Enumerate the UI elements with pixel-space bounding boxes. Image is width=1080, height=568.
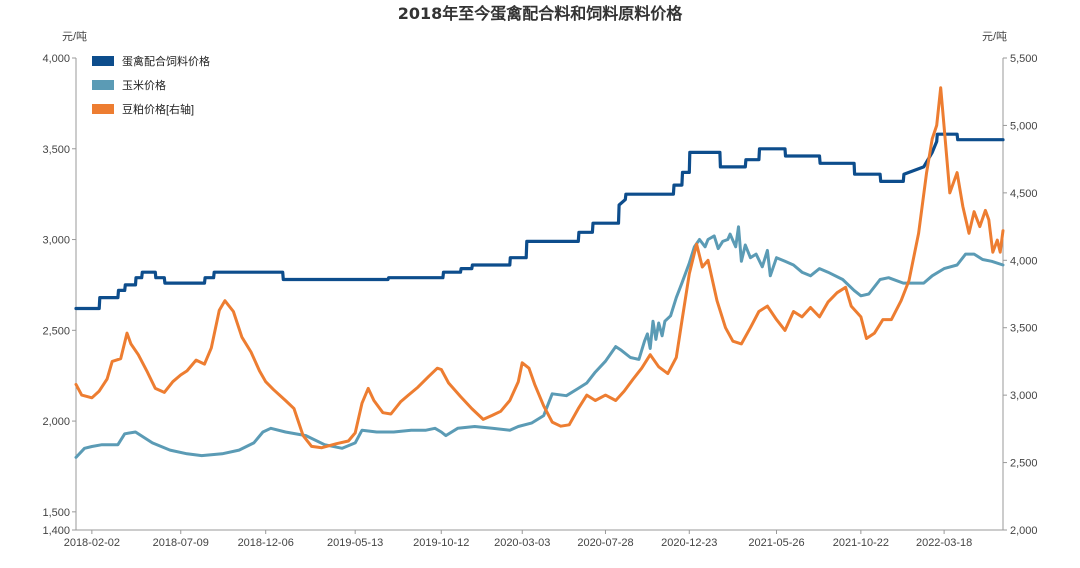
left-tick-label: 1,500: [42, 507, 70, 519]
axes: [75, 58, 1004, 531]
series-lines: [74, 86, 1005, 459]
right-tick-label: 3,000: [1010, 390, 1038, 402]
right-axis-ticks: 5,500 5,000 4,500 4,000 3,500 3,000 2,500 2,000: [1003, 53, 1038, 537]
left-tick-label: 1,400: [42, 525, 70, 537]
right-axis-unit: 元/吨: [982, 30, 1007, 43]
legend-label-feed: 蛋禽配合饲料价格: [122, 54, 210, 68]
right-tick-label: 5,000: [1010, 120, 1038, 132]
corn-price-line: [74, 225, 1005, 459]
x-tick-label: 2021-10-22: [833, 537, 889, 549]
legend-swatch-feed: [92, 56, 114, 66]
x-tick-label: 2020-07-28: [577, 537, 633, 549]
legend-swatch-corn: [92, 80, 114, 90]
x-tick-label: 2021-05-26: [748, 537, 804, 549]
right-tick-label: 4,000: [1010, 255, 1038, 267]
legend: 蛋禽配合饲料价格 玉米价格 豆粕价格[右轴]: [92, 54, 210, 116]
left-axis-unit: 元/吨: [62, 30, 87, 43]
left-tick-label: 3,000: [42, 235, 70, 247]
x-tick-label: 2018-02-02: [64, 537, 120, 549]
x-tick-label: 2020-12-23: [661, 537, 717, 549]
left-tick-label: 4,000: [42, 53, 70, 65]
legend-swatch-soymeal: [92, 104, 114, 114]
left-tick-label: 3,500: [42, 144, 70, 156]
x-tick-label: 2019-10-12: [413, 537, 469, 549]
x-tick-label: 2018-07-09: [153, 537, 209, 549]
right-tick-label: 5,500: [1010, 53, 1038, 65]
legend-label-soymeal: 豆粕价格[右轴]: [122, 102, 194, 116]
x-axis-ticks: 2018-02-02 2018-07-09 2018-12-06 2019-05-13…: [64, 530, 972, 549]
feed-price-line: [74, 132, 1005, 311]
right-tick-label: 3,500: [1010, 323, 1038, 335]
x-tick-label: 2022-03-18: [916, 537, 972, 549]
left-tick-label: 2,000: [42, 416, 70, 428]
x-tick-label: 2019-05-13: [327, 537, 383, 549]
legend-label-corn: 玉米价格: [122, 78, 166, 92]
x-tick-label: 2020-03-03: [494, 537, 550, 549]
right-tick-label: 2,500: [1010, 458, 1038, 470]
left-axis-ticks: 4,000 3,500 3,000 2,500 2,000 1,500 1,400: [42, 53, 76, 537]
right-tick-label: 4,500: [1010, 188, 1038, 200]
chart-title: 2018年至今蛋禽配合料和饲料原料价格: [398, 4, 684, 23]
soymeal-price-line: [74, 86, 1005, 450]
left-tick-label: 2,500: [42, 325, 70, 337]
x-tick-label: 2018-12-06: [238, 537, 294, 549]
right-tick-label: 2,000: [1010, 525, 1038, 537]
